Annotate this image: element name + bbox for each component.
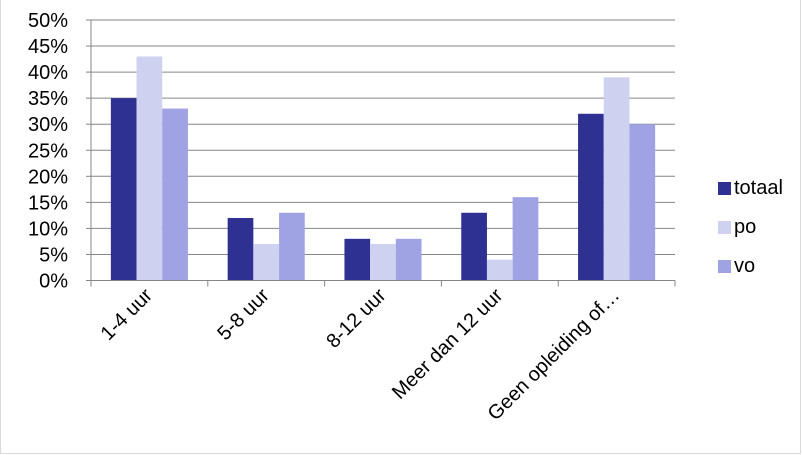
bar-totaal: [110, 98, 137, 281]
y-tick-labels: 0% 5% 10% 15% 20% 25% 30% 35% 40% 45% 50%: [28, 10, 68, 293]
bar-totaal: [227, 217, 254, 281]
bar-po: [253, 244, 280, 281]
bar-totaal: [344, 238, 371, 281]
y-tick-label: 35%: [28, 88, 68, 110]
legend-item-po: po: [718, 216, 756, 238]
bar-po: [370, 244, 396, 281]
y-tick-label: 5%: [39, 244, 68, 266]
legend: totaal po vo: [718, 177, 783, 277]
bar-totaal: [578, 113, 604, 281]
legend-swatch: [718, 260, 731, 273]
bar-vo: [395, 238, 422, 281]
legend-item-vo: vo: [718, 255, 755, 277]
legend-swatch: [718, 182, 731, 195]
x-tick-label: 1-4 uur: [97, 284, 158, 345]
legend-label: po: [734, 216, 756, 238]
bars: [110, 56, 656, 281]
legend-label: vo: [734, 255, 755, 277]
y-tick-label: 50%: [28, 10, 68, 32]
x-tick-label: 5-8 uur: [213, 284, 274, 345]
legend-label: totaal: [734, 177, 783, 199]
bar-vo: [629, 124, 656, 281]
x-tick-label: 8-12 uur: [322, 284, 390, 352]
bar-vo: [279, 212, 305, 281]
bar-po: [136, 56, 163, 281]
legend-item-totaal: totaal: [718, 177, 783, 199]
bar-po: [603, 77, 630, 281]
legend-swatch: [718, 221, 731, 234]
y-tick-label: 25%: [28, 140, 68, 162]
y-tick-label: 15%: [28, 192, 68, 214]
bar-vo: [162, 108, 188, 281]
y-tick-label: 10%: [28, 218, 68, 240]
bar-totaal: [461, 212, 487, 281]
bar-po: [486, 259, 513, 281]
y-tick-label: 30%: [28, 114, 68, 136]
gridlines: [91, 19, 675, 255]
y-tick-label: 20%: [28, 166, 68, 188]
y-tick-label: 0%: [39, 271, 68, 293]
y-tick-label: 40%: [28, 62, 68, 84]
x-tick-label: Meer dan 12 uur: [388, 284, 508, 404]
y-tick-label: 45%: [28, 36, 68, 58]
x-tick-label: Geen opleiding of…: [484, 284, 625, 425]
bar-vo: [512, 197, 539, 281]
axes: [86, 19, 676, 287]
